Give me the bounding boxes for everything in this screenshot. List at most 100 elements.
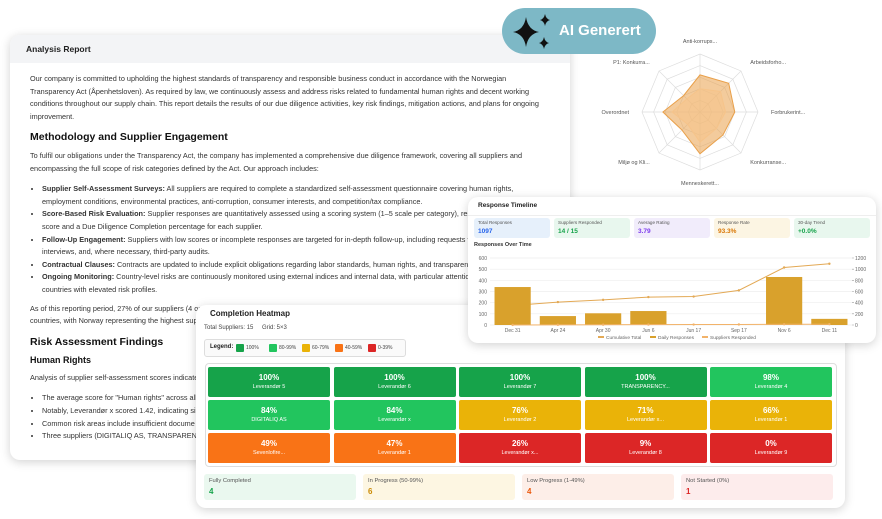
stat-label: Total Responses (478, 220, 512, 225)
radar-label: Miljø og Kli... (618, 160, 650, 166)
cell-value: 100% (509, 373, 531, 382)
bar (811, 318, 848, 325)
cell-name: TRANSPARENCY... (621, 384, 670, 390)
summary-card: Fully Completed 4 (204, 474, 356, 500)
stat-value: 3.79 (638, 228, 651, 235)
heading: Risk Assessment Findings (30, 335, 164, 348)
cell-value: 71% (637, 406, 654, 415)
cell-name: Leverandør 5 (252, 384, 286, 390)
legend-label: 100% (246, 345, 259, 351)
cell-value: 0% (765, 439, 777, 448)
y2-tick-label: 200 (855, 312, 864, 318)
bullet-list: Supplier Self-Assessment Surveys: All su… (30, 183, 550, 296)
paragraph: To fulfil our obligations under the Tran… (30, 150, 522, 173)
heatmap-cell: 49% Sevenlofire... (208, 433, 330, 463)
bullet-text: All suppliers are required to complete a… (42, 184, 514, 206)
legend-swatch (368, 344, 376, 352)
subheading: Human Rights (30, 355, 92, 366)
stat-label: Response Rate (718, 220, 750, 225)
radar-label: Menneskerett... (681, 181, 719, 187)
y-tick-label: 0 (484, 323, 487, 329)
paragraph: Our company is committed to upholding th… (30, 74, 539, 121)
x-tick-label: Apr 24 (551, 328, 566, 334)
y2-tick-label: 600 (855, 290, 864, 296)
paragraph: Analysis of supplier self-assessment sco… (30, 372, 202, 382)
legend-label: Suppliers Responded (710, 335, 756, 341)
bullet: Ongoing Monitoring: Country-level risks … (42, 271, 550, 296)
heatmap-cell: 26% Leverandør x... (459, 433, 581, 463)
badge-label: AI Generert (559, 22, 641, 39)
cell-value: 84% (260, 406, 277, 415)
sparkle-icon (513, 14, 550, 49)
heatmap-cell: 98% Leverandør 4 (710, 367, 832, 397)
cell-value: 98% (762, 373, 779, 382)
bullet-text: Country-level risks are continuously mon… (42, 272, 522, 294)
bullet-label: Ongoing Monitoring: (42, 272, 115, 282)
legend-label: 40-59% (345, 345, 363, 351)
bullet: Supplier Self-Assessment Surveys: All su… (42, 183, 550, 208)
heatmap-cell: 47% Leverandør 1 (333, 433, 456, 463)
cell-name: Leverandør 4 (754, 384, 788, 390)
legend: Legend: 100% 80-99% 60-79% 40-59% 0-39% (204, 339, 406, 357)
line (512, 323, 830, 326)
radar-label: Anti-korrups... (683, 39, 718, 45)
x-tick-label: Dec 11 (822, 328, 838, 334)
heatmap-cell: 0% Leverandør 9 (710, 433, 832, 463)
cell-value: 26% (511, 439, 528, 448)
bar (585, 313, 622, 325)
cell-name: Leverandør 8 (629, 450, 662, 456)
heatmap-grid: Grid: 5×3 (262, 325, 287, 331)
cell-name: Leverandør x... (627, 417, 664, 423)
point (556, 323, 560, 327)
summary-label: Low Progress (1-49%) (527, 478, 585, 484)
y-tick-label: 400 (479, 278, 488, 284)
radar-area (671, 88, 727, 143)
bar (630, 311, 667, 325)
cell-value: 49% (260, 439, 277, 448)
point (828, 323, 831, 326)
legend-label: Cumulative Total (606, 335, 641, 341)
stats-row: Total Responses 1097 Suppliers Responded 14… (474, 218, 872, 238)
legend-label: Daily Responses (658, 335, 695, 341)
cell-name: Leverandør 1 (378, 450, 411, 456)
cell-name: Leverandør 2 (503, 417, 537, 423)
cell-name: DIGITALIQ AS (251, 417, 287, 423)
stat-value: 14 / 15 (558, 228, 578, 235)
legend-swatch (302, 344, 310, 352)
bullet-label: Contractual Clauses: (42, 259, 115, 269)
y2-tick-label: 800 (855, 278, 864, 284)
heatmap-cell: 71% Leverandør x... (584, 400, 707, 430)
cell-value: 84% (386, 406, 403, 415)
point (511, 323, 514, 327)
y-tick-label: 600 (479, 256, 488, 262)
legend-swatch (335, 344, 343, 352)
stat-card: Average Rating 3.79 (634, 218, 710, 238)
heatmap-cell: 84% DIGITALIQ AS (208, 400, 330, 430)
point (828, 262, 831, 265)
radar-label: Forbrukerint... (771, 110, 806, 116)
legend-label: 80-99% (279, 345, 297, 351)
heatmap-grid: 100% Leverandør 5 100% Leverandør 6 100% Leve… (205, 363, 837, 467)
heatmap-cell: 84% Leverandør x (333, 400, 456, 430)
bullet: Common risk areas include insufficient d… (42, 418, 550, 431)
summary-row: Fully Completed 4 In Progress (50-99%) 6 Low… (204, 474, 838, 500)
heatmap-cell: 66% Leverandør 1 (710, 400, 832, 430)
legend-swatch (269, 344, 277, 352)
bullet-text: Suppliers with low scores or incomplete … (42, 234, 515, 257)
heatmap-cell: 100% TRANSPARENCY... (584, 367, 707, 397)
summary-value: 1 (686, 487, 691, 496)
heatmap-title: Completion Heatmap (210, 309, 291, 318)
cell-value: 47% (386, 439, 403, 448)
stat-value: 1097 (478, 228, 493, 235)
legend-label: 0-39% (378, 345, 393, 351)
chart-title: Responses Over Time (474, 242, 532, 248)
report-title: Analysis Report (10, 35, 570, 63)
x-tick-label: Jun 6 (642, 328, 654, 334)
x-tick-label: Dec 31 (505, 328, 521, 334)
cell-name: Sevenlofire... (252, 450, 286, 456)
summary-card: Not Started (0%) 1 (681, 474, 833, 500)
bullet-label: Supplier Self-Assessment Surveys: (42, 184, 165, 194)
radar-chart: Anti-korrups... Arbeidsforho... Forbrukeri… (601, 39, 806, 187)
cell-value: 100% (258, 373, 280, 382)
